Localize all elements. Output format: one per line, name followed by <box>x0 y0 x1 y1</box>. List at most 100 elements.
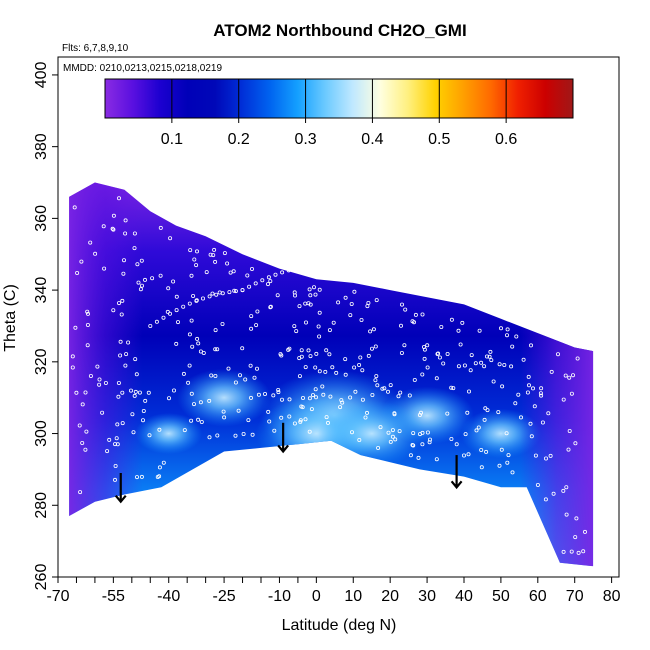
sample-point <box>500 384 505 389</box>
sample-point <box>488 349 493 354</box>
down-arrow <box>450 455 463 490</box>
sample-point <box>154 319 159 324</box>
sample-point <box>434 376 439 381</box>
sample-point <box>252 375 257 380</box>
sample-point <box>497 463 502 468</box>
sample-point <box>375 383 380 388</box>
sample-point <box>276 390 281 395</box>
sample-point <box>574 516 579 521</box>
sample-point <box>303 365 308 370</box>
chart-title: ATOM2 Northbound CH2O_GMI <box>213 21 466 40</box>
sample-point <box>441 361 446 366</box>
sample-point <box>246 418 251 423</box>
sample-point <box>308 302 313 307</box>
colorbar-tick-label: 0.2 <box>228 131 250 148</box>
sample-point <box>88 240 93 245</box>
sample-point <box>343 357 348 362</box>
x-tick-label: 50 <box>492 588 510 605</box>
sample-point <box>479 447 484 452</box>
sample-point <box>72 205 77 210</box>
sample-point <box>249 266 254 271</box>
sample-point <box>353 389 358 394</box>
sample-point <box>139 258 144 263</box>
sample-point <box>220 291 225 296</box>
sample-point <box>279 415 284 420</box>
sample-point <box>287 397 292 402</box>
sample-point <box>482 417 487 422</box>
down-arrow <box>114 473 127 504</box>
sample-point <box>549 369 554 374</box>
colorbar-tick-label: 0.5 <box>428 131 450 148</box>
sample-point <box>241 431 246 436</box>
sample-point <box>331 320 336 325</box>
sample-point <box>437 355 442 360</box>
sample-point <box>548 453 553 458</box>
sample-point <box>118 353 123 358</box>
sample-point <box>207 294 212 299</box>
sample-point <box>174 308 179 313</box>
sample-point <box>539 393 544 398</box>
sample-point <box>497 362 502 367</box>
sample-point <box>427 437 432 442</box>
sample-point <box>280 270 285 275</box>
sample-point <box>161 315 166 320</box>
sample-point <box>544 456 549 461</box>
sample-point <box>368 329 373 334</box>
sample-point <box>101 224 106 229</box>
sample-point <box>434 457 439 462</box>
sample-point <box>240 346 245 351</box>
sample-point <box>220 321 225 326</box>
sample-point <box>573 441 578 446</box>
sample-point <box>297 356 302 361</box>
sample-point <box>237 373 242 378</box>
colorbar-ticks: 0.1 0.2 0.3 0.4 0.5 0.6 <box>161 79 517 148</box>
x-axis-label: Latitude (deg N) <box>282 617 397 634</box>
sample-point <box>174 341 179 346</box>
sample-point <box>187 301 192 306</box>
sample-point <box>491 379 496 384</box>
sample-point <box>126 340 131 345</box>
sample-point <box>427 440 432 445</box>
sample-point <box>410 319 415 324</box>
y-axis: 260 280 300 320 340 360 380 400 <box>33 61 58 590</box>
sample-point <box>504 333 509 338</box>
y-tick-label: 380 <box>33 133 50 160</box>
sample-point <box>312 263 317 268</box>
sample-point <box>564 512 569 517</box>
sample-point <box>313 387 318 392</box>
sample-point <box>97 382 102 387</box>
down-arrow-head <box>450 480 463 490</box>
sample-point <box>460 320 465 325</box>
sample-point <box>363 415 368 420</box>
sample-point <box>118 339 123 344</box>
sample-point <box>116 380 121 385</box>
sample-point <box>292 290 297 295</box>
sample-point <box>402 343 407 348</box>
sample-point <box>115 422 120 427</box>
sample-point <box>420 430 425 435</box>
sample-point <box>449 317 454 322</box>
sample-point <box>456 364 461 369</box>
sample-point <box>222 415 227 420</box>
sample-point <box>352 365 357 370</box>
sample-point <box>134 475 139 480</box>
sample-point <box>425 343 430 348</box>
sample-point <box>142 277 147 282</box>
sample-point <box>540 420 545 425</box>
x-tick-label: 20 <box>381 588 399 605</box>
sample-point <box>135 262 140 267</box>
colorbar-tick-label: 0.4 <box>361 131 383 148</box>
sample-point <box>204 270 209 275</box>
sample-point <box>120 390 125 395</box>
sample-point <box>267 419 272 424</box>
sample-point <box>191 402 196 407</box>
sample-point <box>319 263 324 268</box>
sample-point <box>386 430 391 435</box>
sample-point <box>473 361 478 366</box>
sample-point <box>539 386 544 391</box>
sample-point <box>93 251 98 256</box>
sample-point <box>435 351 440 356</box>
sample-point <box>397 429 402 434</box>
sample-point <box>260 278 265 283</box>
sample-point <box>314 351 319 356</box>
